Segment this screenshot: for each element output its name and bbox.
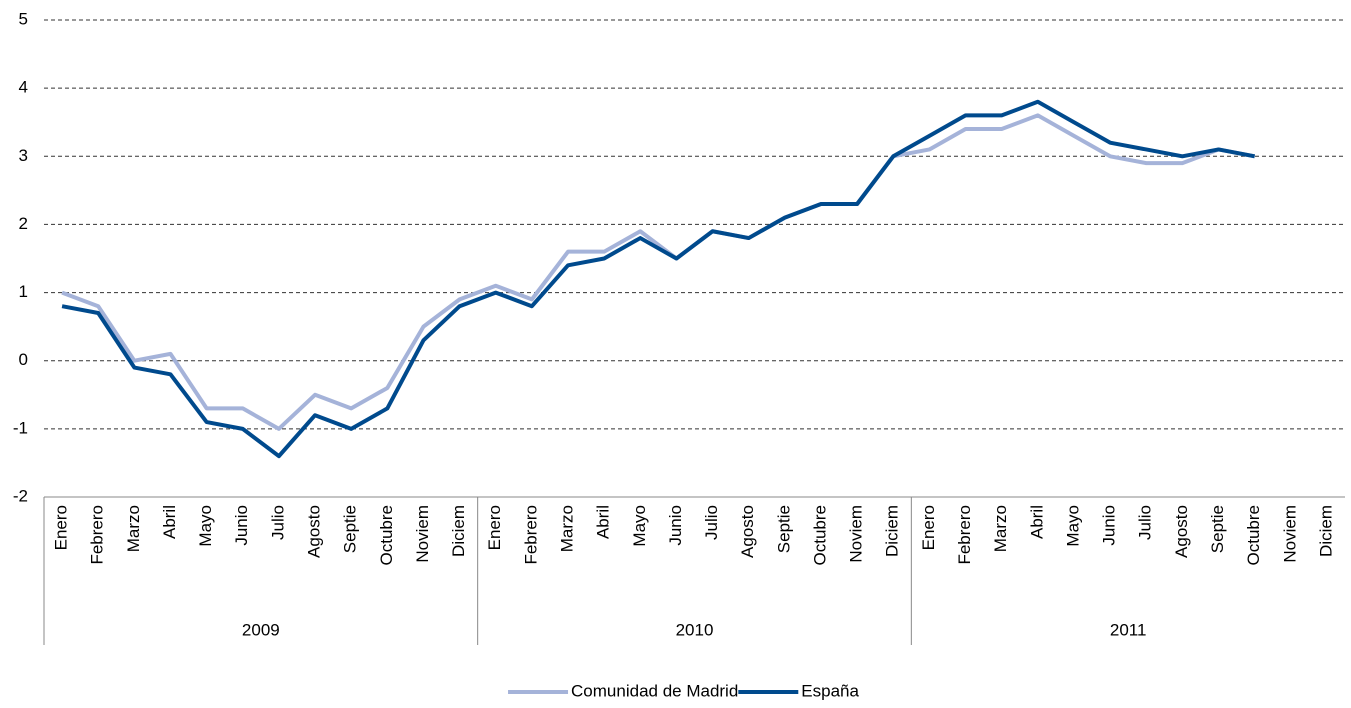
y-tick-label: 5 bbox=[19, 9, 28, 28]
y-tick-label: 0 bbox=[19, 350, 28, 369]
y-tick-label: 4 bbox=[19, 78, 28, 97]
x-tick-label: Agosto bbox=[1172, 505, 1191, 558]
group-label: 2010 bbox=[676, 620, 714, 639]
x-tick-label: Noviem bbox=[413, 505, 432, 563]
x-tick-label: Marzo bbox=[991, 505, 1010, 552]
x-tick-label: Febrero bbox=[521, 505, 540, 565]
x-tick-label: Agosto bbox=[305, 505, 324, 558]
x-tick-label: Febrero bbox=[955, 505, 974, 565]
y-tick-label: 2 bbox=[19, 214, 28, 233]
series-line bbox=[61, 99, 1256, 459]
y-tick-label: -1 bbox=[13, 418, 28, 437]
x-tick-label: Marzo bbox=[124, 505, 143, 552]
x-tick-label: Octubre bbox=[1244, 505, 1263, 565]
x-tick-label: Enero bbox=[919, 505, 938, 550]
x-tick-label: Diciem bbox=[883, 505, 902, 557]
x-tick-label: Mayo bbox=[1063, 505, 1082, 547]
x-tick-label: Junio bbox=[666, 505, 685, 546]
x-tick-label: Julio bbox=[1136, 505, 1155, 540]
x-tick-label: Octubre bbox=[377, 505, 396, 565]
x-tick-label: Junio bbox=[1100, 505, 1119, 546]
x-tick-label: Mayo bbox=[196, 505, 215, 547]
x-tick-label: Abril bbox=[1027, 505, 1046, 539]
x-tick-label: Enero bbox=[52, 505, 71, 550]
x-tick-label: Noviem bbox=[847, 505, 866, 563]
x-tick-label: Julio bbox=[702, 505, 721, 540]
legend-label: Comunidad de Madrid bbox=[571, 681, 738, 700]
group-label: 2011 bbox=[1110, 620, 1147, 639]
legend-label: España bbox=[801, 681, 859, 700]
x-tick-label: Diciem bbox=[449, 505, 468, 557]
x-tick-label: Febrero bbox=[88, 505, 107, 565]
x-tick-label: Octubre bbox=[810, 505, 829, 565]
x-tick-label: Enero bbox=[485, 505, 504, 550]
x-tick-label: Agosto bbox=[738, 505, 757, 558]
x-tick-label: Septie bbox=[1208, 505, 1227, 553]
group-label: 2009 bbox=[242, 620, 280, 639]
x-tick-label: Julio bbox=[268, 505, 287, 540]
x-tick-label: Diciem bbox=[1316, 505, 1335, 557]
x-tick-label: Mayo bbox=[630, 505, 649, 547]
series-line bbox=[61, 113, 1256, 431]
x-tick-label: Abril bbox=[160, 505, 179, 539]
y-tick-label: 3 bbox=[19, 146, 28, 165]
x-tick-label: Noviem bbox=[1280, 505, 1299, 563]
x-tick-label: Junio bbox=[232, 505, 251, 546]
x-tick-label: Septie bbox=[341, 505, 360, 553]
x-tick-label: Abril bbox=[594, 505, 613, 539]
y-tick-label: -2 bbox=[13, 486, 28, 505]
x-tick-label: Septie bbox=[774, 505, 793, 553]
y-tick-label: 1 bbox=[19, 282, 28, 301]
x-tick-label: Marzo bbox=[557, 505, 576, 552]
